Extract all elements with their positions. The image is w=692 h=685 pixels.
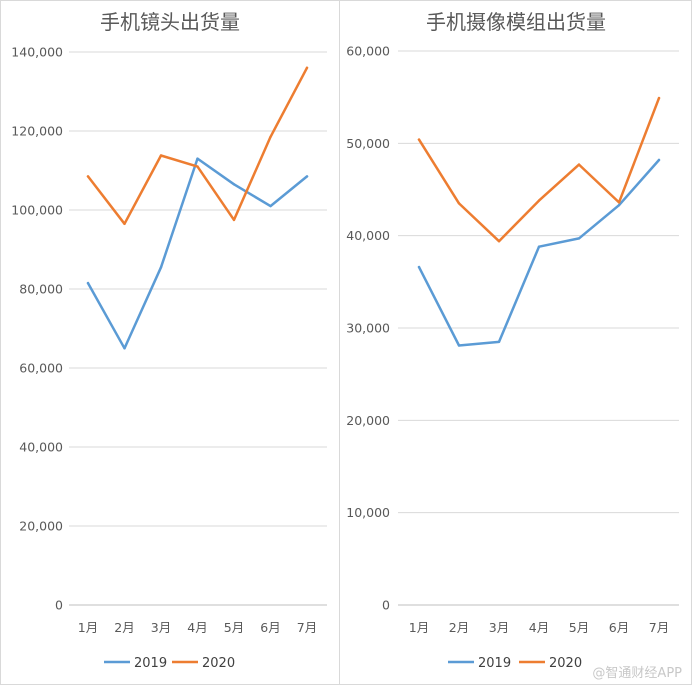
data-point-2019: [617, 203, 621, 207]
data-point-2020: [537, 199, 541, 202]
chart-title: 手机摄像模组出货量: [426, 10, 606, 34]
y-tick-label: 30,000: [346, 321, 390, 336]
data-point-2020: [417, 138, 421, 141]
data-point-2019: [457, 344, 461, 347]
series-line-2020: [86, 66, 309, 226]
y-tick-label: 0: [382, 598, 390, 613]
x-tick-label: 6月: [609, 620, 629, 635]
data-point-2019: [305, 175, 309, 178]
data-point-2019: [537, 245, 541, 248]
x-tick-label: 5月: [569, 620, 589, 635]
chart-panel-lens: 手机镜头出货量 0 20,000 40,000 60,000 80,000 100,000 1…: [0, 0, 340, 685]
data-point-2020: [577, 163, 581, 166]
x-tick-label: 2月: [114, 620, 134, 635]
data-point-2019: [269, 204, 272, 208]
data-point-2020: [305, 66, 309, 70]
x-tick-label: 7月: [649, 620, 669, 635]
y-tick-label: 40,000: [19, 440, 63, 455]
data-point-2019: [577, 237, 581, 240]
lens-shipment-chart: 手机镜头出货量 0 20,000 40,000 60,000 80,000 100,000 1…: [11, 10, 327, 671]
legend-label-2019: 2019: [478, 656, 511, 671]
data-point-2019: [657, 158, 661, 162]
data-point-2019: [417, 265, 421, 269]
data-point-2019: [159, 266, 163, 269]
x-tick-label: 2月: [449, 620, 469, 635]
y-tick-label: 140,000: [11, 45, 63, 60]
y-tick-label: 20,000: [19, 519, 63, 534]
x-tick-label: 1月: [409, 620, 429, 635]
data-point-2020: [159, 154, 163, 157]
legend-label-2020: 2020: [202, 656, 235, 671]
data-point-2019: [123, 347, 126, 350]
chart-panel-module: 手机摄像模组出货量 0 10,000 20,000 30,000 40,000 50,000…: [339, 0, 692, 685]
data-point-2019: [196, 157, 199, 160]
y-tick-label: 40,000: [346, 228, 390, 243]
y-tick-label: 100,000: [11, 203, 63, 218]
camera-module-shipment-chart: 手机摄像模组出货量 0 10,000 20,000 30,000 40,000 50,000…: [346, 10, 679, 671]
data-point-2020: [617, 201, 621, 204]
y-tick-label: 60,000: [19, 361, 63, 376]
x-tick-label: 5月: [224, 620, 244, 635]
data-point-2020: [196, 165, 199, 168]
x-tick-label: 7月: [297, 620, 317, 635]
series-line-2019: [417, 158, 661, 347]
series-line-2019: [86, 157, 309, 350]
data-point-2020: [497, 240, 501, 243]
data-point-2020: [123, 222, 126, 226]
y-tick-label: 20,000: [346, 413, 390, 428]
x-tick-label: 1月: [78, 620, 98, 635]
data-point-2020: [657, 96, 661, 100]
data-point-2020: [269, 135, 272, 139]
data-point-2020: [232, 218, 236, 222]
y-tick-label: 60,000: [346, 44, 390, 59]
x-tick-label: 6月: [260, 620, 280, 635]
x-tick-label: 4月: [187, 620, 207, 635]
legend-label-2019: 2019: [134, 656, 167, 671]
x-tick-label: 4月: [529, 620, 549, 635]
x-tick-label: 3月: [489, 620, 509, 635]
y-tick-label: 120,000: [11, 124, 63, 139]
data-point-2020: [86, 175, 90, 178]
series-line-2020: [417, 96, 661, 243]
data-point-2019: [86, 281, 90, 285]
y-tick-label: 0: [55, 598, 63, 613]
y-tick-label: 50,000: [346, 136, 390, 151]
data-point-2019: [497, 340, 501, 344]
y-tick-label: 80,000: [19, 282, 63, 297]
y-tick-label: 10,000: [346, 505, 390, 520]
data-point-2019: [232, 183, 236, 186]
chart-title: 手机镜头出货量: [100, 10, 240, 34]
watermark: @智通财经APP: [592, 666, 682, 681]
data-point-2020: [457, 202, 461, 205]
legend-label-2020: 2020: [549, 656, 582, 671]
x-tick-label: 3月: [151, 620, 171, 635]
